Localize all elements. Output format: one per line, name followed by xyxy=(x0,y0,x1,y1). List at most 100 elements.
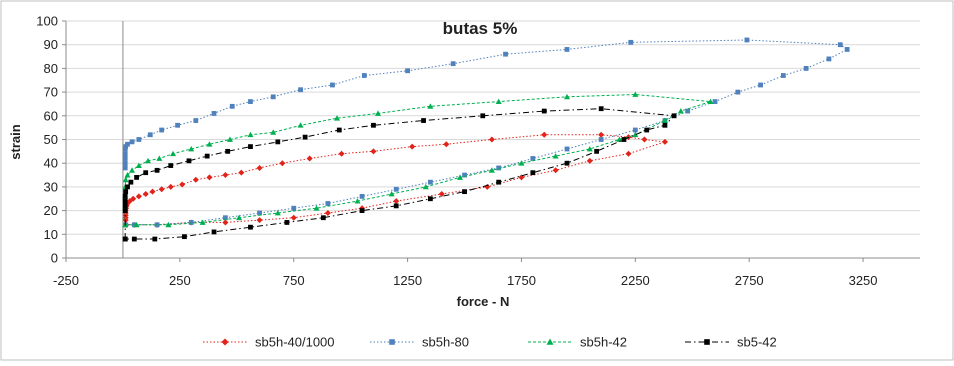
data-point xyxy=(159,127,165,133)
data-point xyxy=(211,111,217,116)
legend-label: sb5h-80 xyxy=(422,335,469,350)
y-tick-labels: 0 10 20 30 40 50 60 70 80 90 100 xyxy=(36,14,66,266)
data-point xyxy=(632,91,639,97)
data-point xyxy=(803,66,809,71)
data-point xyxy=(496,179,502,185)
data-point xyxy=(144,157,151,164)
x-axis-label: force - N xyxy=(457,294,510,309)
data-point xyxy=(427,103,434,109)
data-point xyxy=(297,122,304,128)
y-axis-label: strain xyxy=(8,124,23,159)
data-point xyxy=(193,118,199,123)
data-point xyxy=(125,184,130,190)
data-point xyxy=(564,146,570,152)
data-point xyxy=(279,160,286,167)
series-sb5h-80 xyxy=(122,37,850,228)
data-point xyxy=(552,153,559,159)
data-point xyxy=(206,174,213,181)
data-point xyxy=(662,122,668,128)
legend-marker xyxy=(546,338,554,345)
data-point xyxy=(625,150,632,157)
data-point xyxy=(632,131,639,138)
data-point xyxy=(186,158,192,164)
data-point xyxy=(488,167,495,173)
data-point xyxy=(541,131,548,138)
data-point xyxy=(274,209,281,216)
legend-marker xyxy=(704,339,710,345)
data-point xyxy=(359,193,365,199)
data-point xyxy=(374,110,381,116)
y-tick-label-90: 90 xyxy=(44,37,58,52)
data-point xyxy=(503,51,508,57)
data-point xyxy=(488,136,495,143)
y-tick-label-100: 100 xyxy=(36,14,58,29)
data-point xyxy=(133,221,140,228)
y-tick-label-50: 50 xyxy=(44,132,58,147)
data-point xyxy=(158,186,165,193)
data-point xyxy=(129,139,135,145)
y-tick-label-70: 70 xyxy=(44,85,58,100)
data-point xyxy=(671,113,677,119)
data-point xyxy=(427,179,433,185)
data-point xyxy=(182,234,187,240)
data-point xyxy=(462,172,467,178)
data-point xyxy=(223,215,228,221)
legend-label: sb5h-42 xyxy=(580,335,627,350)
data-point xyxy=(427,196,433,202)
x-tick-label-250: 250 xyxy=(169,273,191,288)
data-point xyxy=(518,160,525,166)
legend-label: sb5h-40/1000 xyxy=(255,335,335,350)
data-point xyxy=(270,129,277,135)
data-point xyxy=(179,181,186,188)
data-point xyxy=(621,137,627,142)
data-point xyxy=(188,145,195,152)
data-point xyxy=(131,236,137,242)
legend-label: sb5-42 xyxy=(737,335,777,350)
series-sb5-42 xyxy=(122,106,677,242)
data-point xyxy=(495,98,502,104)
data-point xyxy=(229,103,235,109)
data-point xyxy=(616,136,623,142)
data-point xyxy=(744,37,750,43)
data-point xyxy=(192,176,199,183)
grid-lines xyxy=(66,20,920,235)
data-point xyxy=(122,151,128,157)
data-point xyxy=(641,136,648,143)
data-point xyxy=(456,174,463,180)
x-tick-label-2250: 2250 xyxy=(621,273,650,288)
data-point xyxy=(206,141,213,147)
data-point xyxy=(359,208,365,213)
data-point xyxy=(393,198,400,205)
data-point xyxy=(564,93,571,100)
data-point xyxy=(313,205,320,211)
legend-item-3: sb5-42 xyxy=(685,335,777,350)
data-point xyxy=(248,99,253,104)
data-point xyxy=(136,137,142,142)
data-point xyxy=(226,136,233,142)
data-point xyxy=(129,167,136,173)
data-point xyxy=(122,160,128,166)
data-point xyxy=(125,141,130,147)
data-point xyxy=(302,134,308,140)
data-point xyxy=(661,117,668,123)
x-tick-labels: -250 250 750 1250 1750 2250 2750 3250 xyxy=(53,258,878,288)
data-point xyxy=(780,73,786,78)
data-point xyxy=(330,82,335,88)
data-point xyxy=(135,162,142,168)
data-point xyxy=(837,42,843,48)
y-tick-label-60: 60 xyxy=(44,108,58,123)
data-point xyxy=(236,214,243,221)
chart-title: butas 5% xyxy=(443,19,518,38)
data-point xyxy=(632,127,638,133)
data-point xyxy=(598,131,605,138)
data-point xyxy=(165,221,172,228)
data-point xyxy=(677,108,684,114)
data-point xyxy=(122,198,128,204)
data-point xyxy=(204,153,210,159)
data-point xyxy=(354,198,361,204)
data-point xyxy=(586,145,593,152)
data-point xyxy=(199,219,206,225)
y-tick-label-40: 40 xyxy=(44,156,58,171)
legend-item-1: sb5h-80 xyxy=(370,335,469,350)
data-point xyxy=(152,236,158,242)
